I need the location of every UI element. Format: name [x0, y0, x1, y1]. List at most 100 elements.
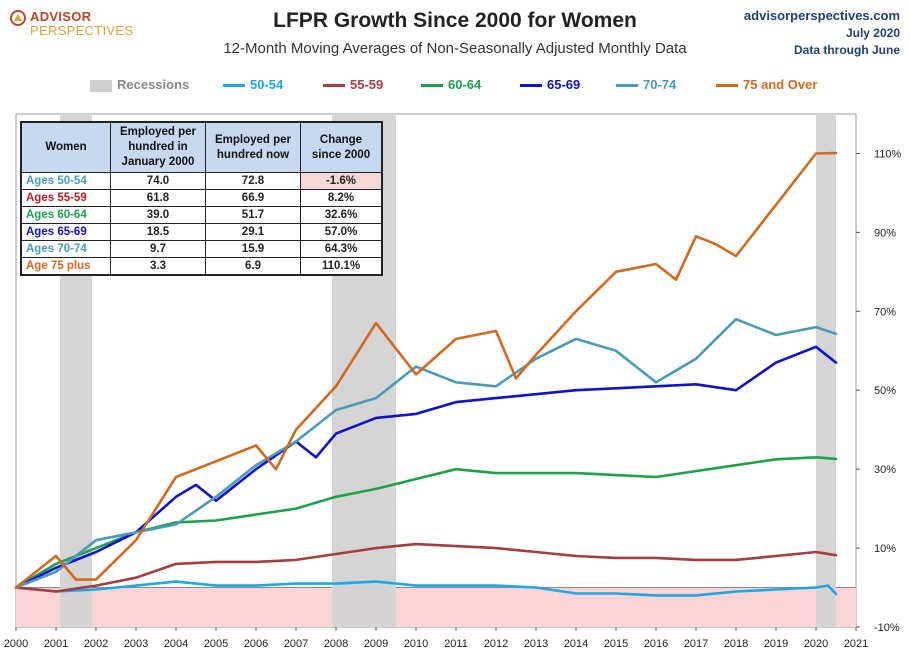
- cell-age-group: Age 75 plus: [20, 257, 111, 276]
- legend-item-50-54: 50-54: [223, 76, 283, 94]
- cell-jan2000: 3.3: [110, 257, 206, 276]
- legend-item-recessions: Recessions: [90, 76, 189, 94]
- x-tick-label: 2020: [804, 638, 828, 650]
- x-tick-label: 2004: [164, 638, 188, 650]
- legend-label-55-59: 55-59: [350, 77, 384, 92]
- legend-label-65-69: 65-69: [547, 77, 581, 92]
- axes: -10% 10% 30% 50% 70% 90% 110% 2000 2001 2002 2003 2…: [4, 148, 902, 650]
- legend-swatch-50-54: [223, 84, 245, 88]
- legend-swatch-55-59: [323, 84, 345, 88]
- chart-subtitle: 12-Month Moving Averages of Non-Seasonal…: [223, 40, 687, 57]
- cell-change: 110.1%: [300, 257, 383, 276]
- cell-jan2000: 39.0: [110, 206, 206, 224]
- series-line: [14, 542, 838, 593]
- header-women: Women: [20, 121, 111, 173]
- x-tick-label: 2014: [564, 638, 588, 650]
- site-link[interactable]: advisorperspectives.com: [743, 8, 900, 23]
- x-tick-label: 2007: [284, 638, 308, 650]
- legend-label-70-74: 70-74: [643, 77, 677, 92]
- legend-label-recessions: Recessions: [117, 77, 190, 92]
- header-change: Change since 2000: [300, 121, 383, 173]
- chart-legend: Recessions 50-54 55-59 60-64 65-69 70-74…: [90, 76, 850, 94]
- legend-swatch-60-64: [421, 84, 443, 88]
- logo-text-top: ADVISOR: [30, 9, 92, 24]
- series-line: [14, 580, 838, 597]
- x-tick-label: 2019: [764, 638, 788, 650]
- cell-age-group: Ages 55-59: [20, 189, 111, 207]
- cell-change: 32.6%: [300, 206, 383, 224]
- cell-jan2000: 61.8: [110, 189, 206, 207]
- table-row: Ages 50-54 74.0 72.8 -1.6%: [20, 172, 383, 190]
- cell-jan2000: 74.0: [110, 172, 206, 190]
- y-tick-label: 90%: [874, 227, 896, 239]
- legend-swatch-recessions: [90, 79, 112, 92]
- y-tick-label: 30%: [874, 464, 896, 476]
- x-tick-label: 2017: [684, 638, 708, 650]
- table-row: Ages 65-69 18.5 29.1 57.0%: [20, 223, 383, 241]
- header-jan2000: Employed per hundred in January 2000: [110, 121, 206, 173]
- cell-now: 6.9: [205, 257, 301, 276]
- cell-age-group: Ages 70-74: [20, 240, 111, 258]
- recession-band: [816, 114, 836, 627]
- negative-region: [16, 587, 856, 627]
- cell-age-group: Ages 60-64: [20, 206, 111, 224]
- legend-item-70-74: 70-74: [616, 76, 676, 94]
- cell-age-group: Ages 50-54: [20, 172, 111, 190]
- cell-now: 29.1: [205, 223, 301, 241]
- header-now: Employed per hundred now: [205, 121, 301, 173]
- x-tick-label: 2011: [444, 638, 468, 650]
- logo-mark-icon: [10, 10, 26, 26]
- y-tick-label: 10%: [874, 543, 896, 555]
- series-lines: [14, 151, 838, 597]
- series-line: [14, 151, 838, 589]
- x-tick-label: 2008: [324, 638, 348, 650]
- cell-change: 8.2%: [300, 189, 383, 207]
- legend-swatch-75-and-over: [716, 84, 738, 88]
- x-tick-label: 2021: [844, 638, 868, 650]
- summary-table: Women Employed per hundred in January 20…: [20, 121, 383, 276]
- publish-date: July 2020: [845, 26, 900, 40]
- x-tick-label: 2009: [364, 638, 388, 650]
- x-tick-label: 2000: [4, 638, 28, 650]
- cell-change: -1.6%: [300, 172, 383, 190]
- legend-item-60-64: 60-64: [421, 76, 481, 94]
- table-row: Age 75 plus 3.3 6.9 110.1%: [20, 257, 383, 276]
- x-tick-label: 2002: [84, 638, 108, 650]
- x-tick-label: 2016: [644, 638, 668, 650]
- legend-item-75-and-over: 75 and Over: [716, 76, 817, 94]
- x-tick-label: 2013: [524, 638, 548, 650]
- y-tick-label: 70%: [874, 306, 896, 318]
- cell-jan2000: 18.5: [110, 223, 206, 241]
- cell-now: 66.9: [205, 189, 301, 207]
- series-line: [14, 317, 838, 589]
- x-tick-label: 2003: [124, 638, 148, 650]
- x-tick-label: 2018: [724, 638, 748, 650]
- series-line: [14, 345, 838, 589]
- table-row: Ages 70-74 9.7 15.9 64.3%: [20, 240, 383, 258]
- y-tick-label: 50%: [874, 385, 896, 397]
- chart-title: LFPR Growth Since 2000 for Women: [273, 9, 637, 32]
- cell-age-group: Ages 65-69: [20, 223, 111, 241]
- table-body: Ages 50-54 74.0 72.8 -1.6% Ages 55-59 61.8 66.…: [20, 172, 383, 276]
- table-row: Ages 60-64 39.0 51.7 32.6%: [20, 206, 383, 224]
- y-tick-label: -10%: [874, 622, 900, 634]
- x-tick-label: 2001: [44, 638, 68, 650]
- cell-change: 64.3%: [300, 240, 383, 258]
- cell-now: 51.7: [205, 206, 301, 224]
- legend-label-50-54: 50-54: [250, 77, 284, 92]
- x-tick-label: 2006: [244, 638, 268, 650]
- legend-item-65-69: 65-69: [520, 76, 580, 94]
- table-header-row: Women Employed per hundred in January 20…: [20, 121, 383, 173]
- x-tick-label: 2005: [204, 638, 228, 650]
- x-tick-label: 2012: [484, 638, 508, 650]
- cell-now: 72.8: [205, 172, 301, 190]
- data-through-note: Data through June: [793, 43, 900, 57]
- cell-now: 15.9: [205, 240, 301, 258]
- y-tick-label: 110%: [874, 148, 902, 160]
- legend-label-75-and-over: 75 and Over: [743, 77, 818, 92]
- cell-jan2000: 9.7: [110, 240, 206, 258]
- legend-label-60-64: 60-64: [448, 77, 482, 92]
- x-tick-label: 2015: [604, 638, 628, 650]
- legend-item-55-59: 55-59: [323, 76, 383, 94]
